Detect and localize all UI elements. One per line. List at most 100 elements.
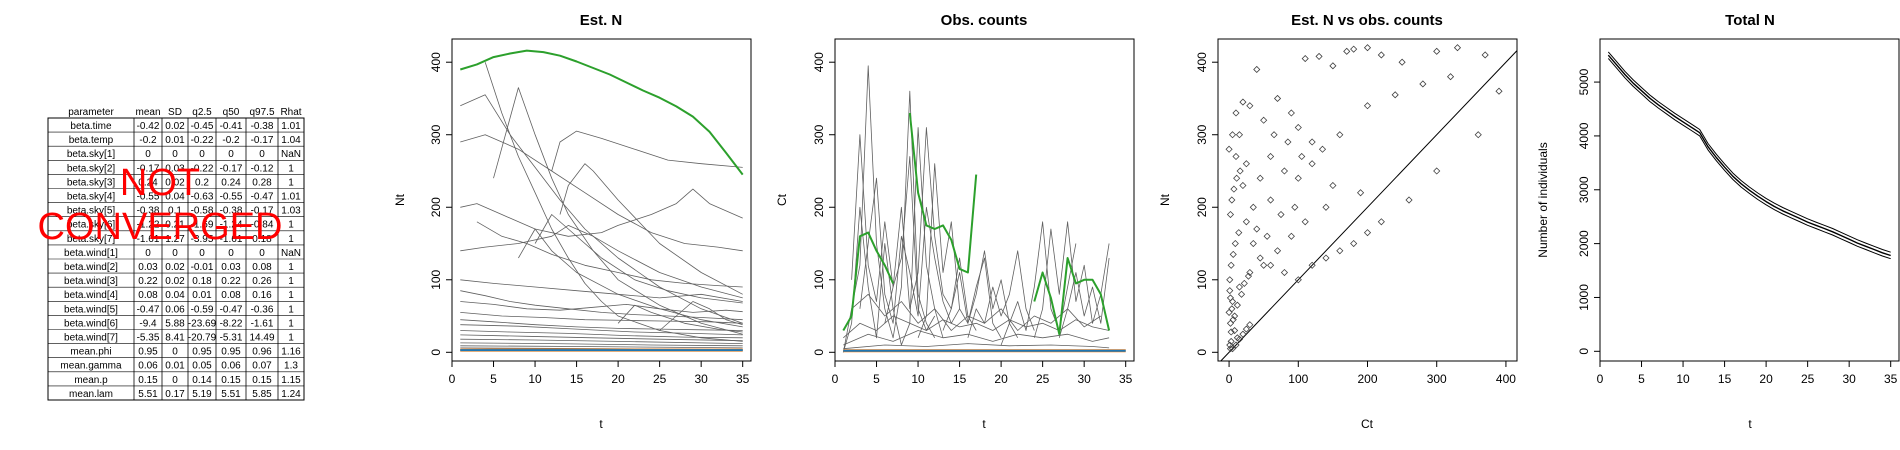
scatter-point <box>1229 250 1237 258</box>
table-cell: 0.07 <box>252 361 272 372</box>
table-cell: NaN <box>281 248 301 259</box>
x-tick-label: 10 <box>911 372 925 386</box>
highlight-series-line <box>1033 257 1111 336</box>
table-cell: -0.59 <box>191 304 214 315</box>
table-header-cell: q97.5 <box>249 107 274 118</box>
scatter-point <box>1308 138 1316 146</box>
scatter-point <box>1225 308 1233 316</box>
scatter-point <box>1246 268 1254 277</box>
series-line <box>559 163 743 295</box>
table-cell: 0 <box>172 347 178 358</box>
table-header-cell: q50 <box>223 107 240 118</box>
scatter-point <box>1231 312 1239 320</box>
scatter-point <box>1398 58 1406 66</box>
table-cell: 0.17 <box>165 389 185 400</box>
table-cell: mean.lam <box>69 389 113 400</box>
table-cell: 1 <box>288 290 294 301</box>
scatter-point <box>1474 131 1482 139</box>
table-cell: -0.2 <box>222 135 240 146</box>
table-cell: 0.08 <box>138 290 158 301</box>
table-cell: -0.2 <box>139 135 157 146</box>
highlight-series-line <box>908 112 978 274</box>
table-cell: -0.22 <box>191 135 214 146</box>
table-cell: NaN <box>281 149 301 160</box>
series-line <box>460 290 743 321</box>
table-cell: 0 <box>172 248 178 259</box>
scatter-point <box>1226 345 1235 353</box>
table-cell: 0 <box>172 149 178 160</box>
scatter-point <box>1495 87 1503 95</box>
table-cell: -5.35 <box>137 333 160 344</box>
scatter-point <box>1377 51 1385 59</box>
y-axis-label: Number of individuals <box>1536 142 1550 257</box>
scatter-point <box>1433 167 1441 175</box>
series-line <box>917 163 1002 338</box>
x-tick-label: 5 <box>1638 372 1645 386</box>
x-tick-label: 20 <box>994 372 1008 386</box>
table-cell: -0.58 <box>191 206 214 217</box>
table-cell: 5.19 <box>192 389 212 400</box>
table-cell: 0.04 <box>165 290 185 301</box>
table-cell: 1.27 <box>165 234 185 245</box>
scatter-point <box>1336 131 1344 139</box>
table-cell: beta.wind[5] <box>64 304 118 315</box>
scatter-point <box>1329 62 1337 70</box>
scatter-point <box>1235 335 1244 343</box>
scatter-point <box>1284 138 1292 146</box>
scatter-point <box>1280 268 1289 277</box>
x-tick-label: 25 <box>1801 372 1815 386</box>
x-tick-label: 10 <box>528 372 542 386</box>
table-cell: 0 <box>228 248 234 259</box>
scatter-point <box>1228 196 1236 204</box>
y-axis-label: Ct <box>775 193 789 206</box>
y-tick-label: 0 <box>1577 348 1591 355</box>
scatter-point <box>1240 279 1248 287</box>
table-cell: -0.22 <box>191 163 214 174</box>
chart-title: Est. N vs obs. counts <box>1291 12 1443 29</box>
x-tick-label: 300 <box>1427 372 1447 386</box>
scatter-point <box>1287 232 1295 240</box>
y-tick-label: 300 <box>1195 124 1209 144</box>
scatter-point <box>1446 73 1455 81</box>
scatter-point <box>1308 160 1316 168</box>
x-tick-label: 100 <box>1288 372 1308 386</box>
table-cell: mean.phi <box>70 347 111 358</box>
panel-est-n: Est. N t Nt 0 5 10 15 20 25 30 35 0 100 200 300 400 <box>393 12 752 431</box>
series-line <box>460 301 743 313</box>
series-line <box>484 62 743 342</box>
y-tick-label: 100 <box>429 269 443 289</box>
x-tick-label: 15 <box>953 372 967 386</box>
table-cell: 0.95 <box>138 347 158 358</box>
table-cell: 0.95 <box>192 347 212 358</box>
table-cell: -9.4 <box>139 318 157 329</box>
table-cell: 1.3 <box>284 361 298 372</box>
scatter-point <box>1226 319 1235 327</box>
table-cell: -0.42 <box>137 121 160 132</box>
table-cell: 0.18 <box>192 276 212 287</box>
x-tick-label: 5 <box>490 372 497 386</box>
panel-total-n: Total N t Number of individuals 0 5 10 15 20… <box>1536 12 1900 431</box>
scatter-point <box>1267 261 1275 269</box>
table-cell: beta.sky[3] <box>67 177 116 188</box>
scatter-point <box>1249 239 1257 248</box>
scatter-point <box>1481 51 1489 59</box>
table-cell: -0.38 <box>137 206 160 217</box>
series-line <box>843 343 1110 350</box>
y-tick-label: 1000 <box>1577 284 1591 311</box>
table-cell: 0 <box>228 149 234 160</box>
table-cell: 1.01 <box>281 121 301 132</box>
series-line <box>843 315 1110 339</box>
series-line <box>1607 54 1891 257</box>
series-line <box>460 324 743 336</box>
scatter-point <box>1267 196 1275 204</box>
scatter-point <box>1433 47 1441 55</box>
series-line <box>942 250 1019 338</box>
x-tick-label: 0 <box>1226 372 1233 386</box>
y-tick-label: 400 <box>812 52 826 72</box>
series-line <box>534 214 743 304</box>
table-cell: 5.51 <box>138 389 158 400</box>
table-cell: mean.gamma <box>60 361 122 372</box>
table-cell: 0.21 <box>165 220 185 231</box>
x-tick-label: 25 <box>653 372 667 386</box>
table-cell: -1.61 <box>251 318 274 329</box>
